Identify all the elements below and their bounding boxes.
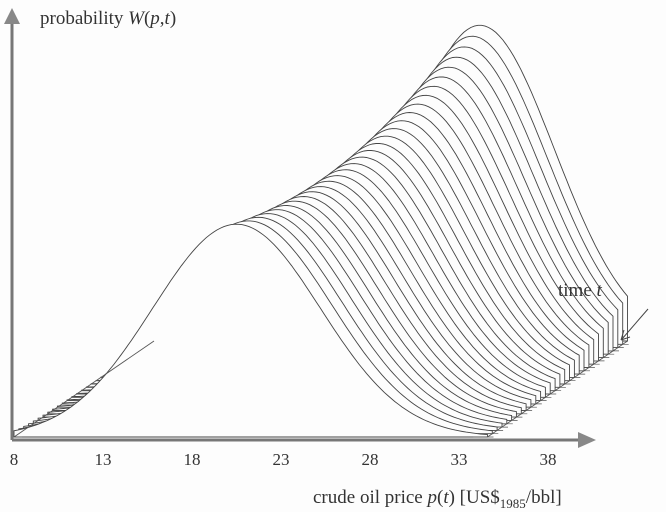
x-tick-label: 33	[451, 450, 468, 469]
x-tick-label: 23	[273, 450, 290, 469]
x-tick-label: 28	[362, 450, 379, 469]
x-tick-labels: 8 13 18 23 28 33 38	[10, 450, 557, 469]
probability-curves	[13, 24, 629, 438]
y-axis-label: probability W(p,t)	[40, 8, 176, 29]
x-tick-label: 8	[10, 450, 19, 469]
time-annotation-label: time t	[558, 280, 603, 301]
x-tick-label: 13	[95, 450, 112, 469]
time-arrow-head-icon	[620, 329, 631, 341]
surface-edge	[13, 340, 155, 438]
x-tick-label: 38	[540, 450, 557, 469]
y-axis-arrowhead-icon	[4, 8, 20, 24]
time-arrow-line	[621, 308, 649, 340]
probability-curve	[13, 223, 488, 438]
x-axis-label: crude oil price p(t) [US$1985/bbl]	[313, 487, 562, 511]
x-tick-label: 18	[184, 450, 201, 469]
x-axis-arrowhead-icon	[578, 432, 596, 448]
surface-edge	[487, 340, 628, 438]
